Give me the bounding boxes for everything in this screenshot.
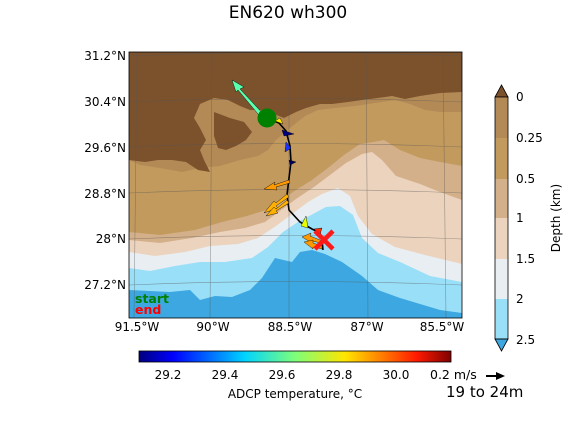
depth-colorbar-segment (495, 97, 508, 138)
end-marker (313, 229, 335, 251)
velocity-arrow (263, 179, 291, 191)
depth-tick-label: 0 (516, 90, 524, 104)
velocity-arrow (274, 117, 284, 125)
lon-tick-labels: 91.5°W 90°W 88.5°W 87°W 85.5°W (115, 320, 465, 334)
velocity-arrow (281, 129, 295, 137)
lat-tick-label: 28.8°N (84, 187, 126, 201)
delta-land-lobe (214, 112, 252, 150)
velocity-arrow (288, 159, 297, 166)
temperature-colorbar-label: ADCP temperature, °C (228, 387, 362, 401)
temperature-tick-label: 29.6 (269, 368, 296, 382)
lat-tick-label: 30.4°N (84, 95, 126, 109)
depth-colorbar-bottom-triangle (494, 338, 509, 352)
temperature-colorbar: 29.2 29.4 29.6 29.8 30.0 ADCP temperatur… (138, 350, 452, 401)
lon-tick-label: 91.5°W (115, 320, 160, 334)
depth-colorbar: 0 0.25 0.5 1 1.5 2 2.5 Depth (km) (494, 84, 563, 352)
quiver-key-arrow (486, 372, 505, 380)
depth-tick-label: 2 (516, 292, 524, 306)
lon-tick-label: 85.5°W (420, 320, 465, 334)
lat-tick-label: 27.2°N (84, 278, 126, 292)
map-frame (128, 51, 463, 319)
velocity-arrow (300, 215, 309, 229)
depth-colorbar-segment (495, 218, 508, 259)
depth-colorbar-segment (495, 138, 508, 179)
velocity-arrow (265, 199, 290, 217)
start-marker (257, 108, 277, 128)
lon-tick-label: 88.5°W (268, 320, 313, 334)
temperature-tick-label: 30.0 (383, 368, 410, 382)
graticule (129, 52, 462, 318)
depth-tick-label: 2.5 (516, 333, 535, 347)
depth-tick-label: 0.25 (516, 131, 543, 145)
depth-tick-label: 1.5 (516, 252, 535, 266)
velocity-arrows (231, 79, 323, 250)
lon-tick-label: 87°W (350, 320, 383, 334)
temperature-tick-label: 29.2 (155, 368, 182, 382)
temperature-tick-label: 29.4 (212, 368, 239, 382)
depth-colorbar-top-triangle (494, 84, 509, 98)
temperature-colorbar-gradient (138, 350, 452, 363)
end-label: end (135, 302, 161, 317)
depth-range-label: 19 to 24m (446, 383, 523, 401)
lon-tick-label: 90°W (196, 320, 229, 334)
lat-tick-labels: 31.2°N 30.4°N 29.6°N 28.8°N 28°N 27.2°N (84, 49, 126, 292)
figure-title: EN620 wh300 (229, 3, 347, 23)
depth-colorbar-frame (494, 96, 509, 340)
depth-colorbar-label: Depth (km) (549, 184, 563, 252)
map-panel (129, 52, 462, 318)
temperature-tick-label: 29.8 (326, 368, 353, 382)
lat-tick-label: 28°N (96, 232, 126, 246)
depth-colorbar-segment (495, 299, 508, 339)
quiver-scale-label: 0.2 m/s (430, 367, 477, 382)
depth-tick-label: 0.5 (516, 172, 535, 186)
delta-land (129, 52, 462, 172)
depth-colorbar-segment (495, 179, 508, 218)
velocity-arrow (284, 141, 292, 153)
start-label: start (135, 291, 169, 306)
depth-colorbar-segment (495, 259, 508, 299)
lat-tick-label: 29.6°N (84, 141, 126, 155)
lat-tick-label: 31.2°N (84, 49, 126, 63)
depth-tick-label: 1 (516, 211, 524, 225)
